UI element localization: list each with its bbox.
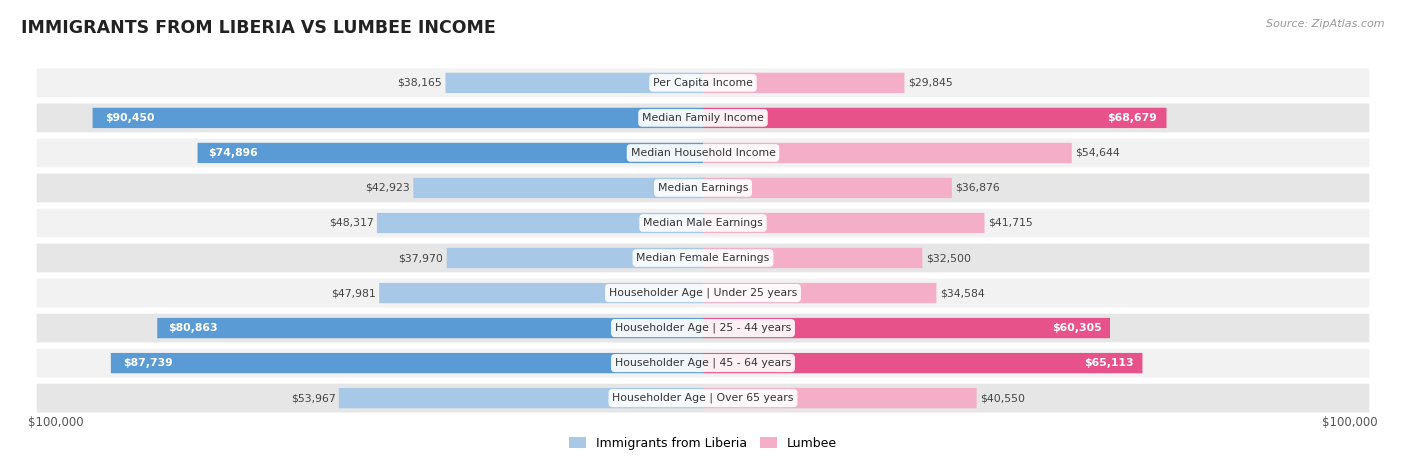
Text: IMMIGRANTS FROM LIBERIA VS LUMBEE INCOME: IMMIGRANTS FROM LIBERIA VS LUMBEE INCOME bbox=[21, 19, 496, 37]
FancyBboxPatch shape bbox=[111, 353, 703, 373]
Text: $60,305: $60,305 bbox=[1052, 323, 1102, 333]
Text: $38,165: $38,165 bbox=[398, 78, 441, 88]
Text: Median Household Income: Median Household Income bbox=[630, 148, 776, 158]
FancyBboxPatch shape bbox=[35, 347, 1371, 379]
Text: Householder Age | 25 - 44 years: Householder Age | 25 - 44 years bbox=[614, 323, 792, 333]
FancyBboxPatch shape bbox=[380, 283, 703, 303]
Text: $68,679: $68,679 bbox=[1108, 113, 1157, 123]
FancyBboxPatch shape bbox=[413, 178, 703, 198]
FancyBboxPatch shape bbox=[703, 353, 1143, 373]
FancyBboxPatch shape bbox=[703, 178, 952, 198]
Text: Householder Age | 45 - 64 years: Householder Age | 45 - 64 years bbox=[614, 358, 792, 368]
FancyBboxPatch shape bbox=[35, 382, 1371, 414]
FancyBboxPatch shape bbox=[446, 73, 703, 93]
Text: $41,715: $41,715 bbox=[988, 218, 1032, 228]
Text: $42,923: $42,923 bbox=[366, 183, 411, 193]
Text: $54,644: $54,644 bbox=[1076, 148, 1121, 158]
Text: $29,845: $29,845 bbox=[908, 78, 952, 88]
Legend: Immigrants from Liberia, Lumbee: Immigrants from Liberia, Lumbee bbox=[564, 432, 842, 455]
FancyBboxPatch shape bbox=[35, 67, 1371, 99]
FancyBboxPatch shape bbox=[35, 312, 1371, 344]
Text: Source: ZipAtlas.com: Source: ZipAtlas.com bbox=[1267, 19, 1385, 28]
FancyBboxPatch shape bbox=[339, 388, 703, 408]
FancyBboxPatch shape bbox=[35, 242, 1371, 274]
FancyBboxPatch shape bbox=[35, 137, 1371, 169]
Text: Householder Age | Under 25 years: Householder Age | Under 25 years bbox=[609, 288, 797, 298]
FancyBboxPatch shape bbox=[93, 108, 703, 128]
Text: $34,584: $34,584 bbox=[939, 288, 984, 298]
Text: $37,970: $37,970 bbox=[398, 253, 443, 263]
Text: $74,896: $74,896 bbox=[208, 148, 257, 158]
FancyBboxPatch shape bbox=[703, 73, 904, 93]
FancyBboxPatch shape bbox=[703, 388, 977, 408]
Text: $87,739: $87,739 bbox=[122, 358, 173, 368]
Text: Median Family Income: Median Family Income bbox=[643, 113, 763, 123]
FancyBboxPatch shape bbox=[703, 283, 936, 303]
Text: $47,981: $47,981 bbox=[330, 288, 375, 298]
Text: Median Female Earnings: Median Female Earnings bbox=[637, 253, 769, 263]
FancyBboxPatch shape bbox=[703, 213, 984, 233]
FancyBboxPatch shape bbox=[35, 207, 1371, 239]
Text: $53,967: $53,967 bbox=[291, 393, 336, 403]
Text: Per Capita Income: Per Capita Income bbox=[652, 78, 754, 88]
FancyBboxPatch shape bbox=[447, 248, 703, 268]
Text: Householder Age | Over 65 years: Householder Age | Over 65 years bbox=[612, 393, 794, 403]
Text: $40,550: $40,550 bbox=[980, 393, 1025, 403]
FancyBboxPatch shape bbox=[703, 108, 1167, 128]
FancyBboxPatch shape bbox=[703, 143, 1071, 163]
FancyBboxPatch shape bbox=[197, 143, 703, 163]
Text: $32,500: $32,500 bbox=[925, 253, 970, 263]
FancyBboxPatch shape bbox=[703, 318, 1109, 338]
FancyBboxPatch shape bbox=[35, 277, 1371, 309]
Text: Median Male Earnings: Median Male Earnings bbox=[643, 218, 763, 228]
Text: $80,863: $80,863 bbox=[169, 323, 218, 333]
FancyBboxPatch shape bbox=[35, 172, 1371, 204]
FancyBboxPatch shape bbox=[157, 318, 703, 338]
Text: $90,450: $90,450 bbox=[105, 113, 155, 123]
FancyBboxPatch shape bbox=[35, 102, 1371, 134]
FancyBboxPatch shape bbox=[377, 213, 703, 233]
Text: $36,876: $36,876 bbox=[955, 183, 1000, 193]
Text: $100,000: $100,000 bbox=[28, 417, 84, 429]
Text: $48,317: $48,317 bbox=[329, 218, 374, 228]
Text: Median Earnings: Median Earnings bbox=[658, 183, 748, 193]
FancyBboxPatch shape bbox=[703, 248, 922, 268]
Text: $65,113: $65,113 bbox=[1084, 358, 1133, 368]
Text: $100,000: $100,000 bbox=[1322, 417, 1378, 429]
